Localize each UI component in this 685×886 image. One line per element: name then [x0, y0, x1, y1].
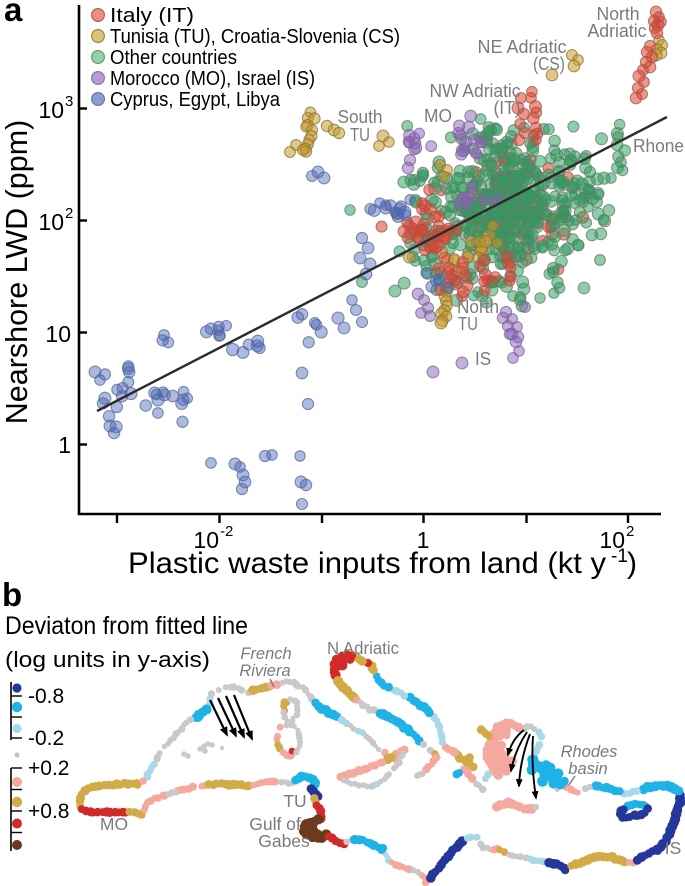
svg-text:+0.8: +0.8 — [28, 800, 69, 823]
svg-text:Cyprus, Egypt, Libya: Cyprus, Egypt, Libya — [110, 89, 281, 111]
svg-text:Tunisia (TU), Croatia-Slovenia: Tunisia (TU), Croatia-Slovenia (CS) — [110, 26, 400, 48]
svg-text:NE Adriatic: NE Adriatic — [478, 37, 567, 57]
svg-text:(CS): (CS) — [533, 54, 565, 74]
svg-text:MO: MO — [100, 814, 128, 834]
svg-text:-1: -1 — [611, 546, 628, 567]
svg-text:1: 1 — [417, 527, 430, 553]
svg-text:Rhodes: Rhodes — [561, 743, 618, 761]
svg-text:N Adriatic: N Adriatic — [327, 638, 399, 658]
svg-text:+0.2: +0.2 — [28, 757, 69, 780]
svg-text:Nearshore LWD (ppm): Nearshore LWD (ppm) — [0, 120, 34, 425]
svg-text:TU: TU — [283, 791, 306, 811]
svg-text:10: 10 — [599, 527, 625, 553]
svg-text:-0.2: -0.2 — [28, 727, 64, 750]
svg-text:b: b — [2, 576, 22, 613]
svg-text:Gabes: Gabes — [258, 831, 310, 851]
svg-text:(IT): (IT) — [494, 98, 521, 118]
svg-text:Other countries: Other countries — [110, 47, 237, 69]
svg-text:South: South — [338, 107, 383, 127]
svg-text:Deviaton from fitted line: Deviaton from fitted line — [5, 612, 248, 640]
svg-text:Italy (IT): Italy (IT) — [110, 5, 194, 27]
svg-text:French: French — [240, 645, 291, 663]
svg-text:IS: IS — [665, 838, 682, 858]
svg-text:IS: IS — [475, 349, 491, 369]
svg-text:-0.8: -0.8 — [28, 685, 64, 708]
svg-text:Riviera: Riviera — [239, 662, 290, 680]
svg-text:3: 3 — [65, 93, 73, 110]
svg-text:2: 2 — [626, 523, 634, 540]
svg-text:TU: TU — [350, 125, 370, 145]
svg-text:a: a — [4, 0, 23, 28]
svg-text:2: 2 — [65, 205, 73, 222]
svg-text:Rhone: Rhone — [633, 136, 684, 156]
svg-text:North: North — [597, 4, 640, 24]
svg-text:MO: MO — [424, 106, 452, 126]
svg-text:(log units in y-axis): (log units in y-axis) — [5, 647, 210, 672]
svg-text:Adriatic: Adriatic — [588, 21, 647, 41]
svg-text:10: 10 — [45, 321, 71, 347]
svg-text:North: North — [457, 297, 499, 317]
svg-text:TU: TU — [458, 314, 478, 334]
svg-text:Morocco (MO), Israel (IS): Morocco (MO), Israel (IS) — [110, 68, 315, 90]
svg-text:10: 10 — [38, 97, 64, 123]
svg-text:Plastic waste inputs from land: Plastic waste inputs from land (kt y — [128, 547, 606, 580]
svg-text:NW Adriatic: NW Adriatic — [430, 81, 521, 101]
svg-text:10: 10 — [193, 527, 219, 553]
svg-text:1: 1 — [58, 432, 71, 458]
svg-text:basin: basin — [568, 760, 607, 778]
svg-text:-2: -2 — [220, 523, 233, 540]
svg-text:): ) — [627, 547, 637, 580]
svg-text:Gulf of: Gulf of — [249, 814, 301, 834]
svg-text:10: 10 — [38, 209, 64, 235]
